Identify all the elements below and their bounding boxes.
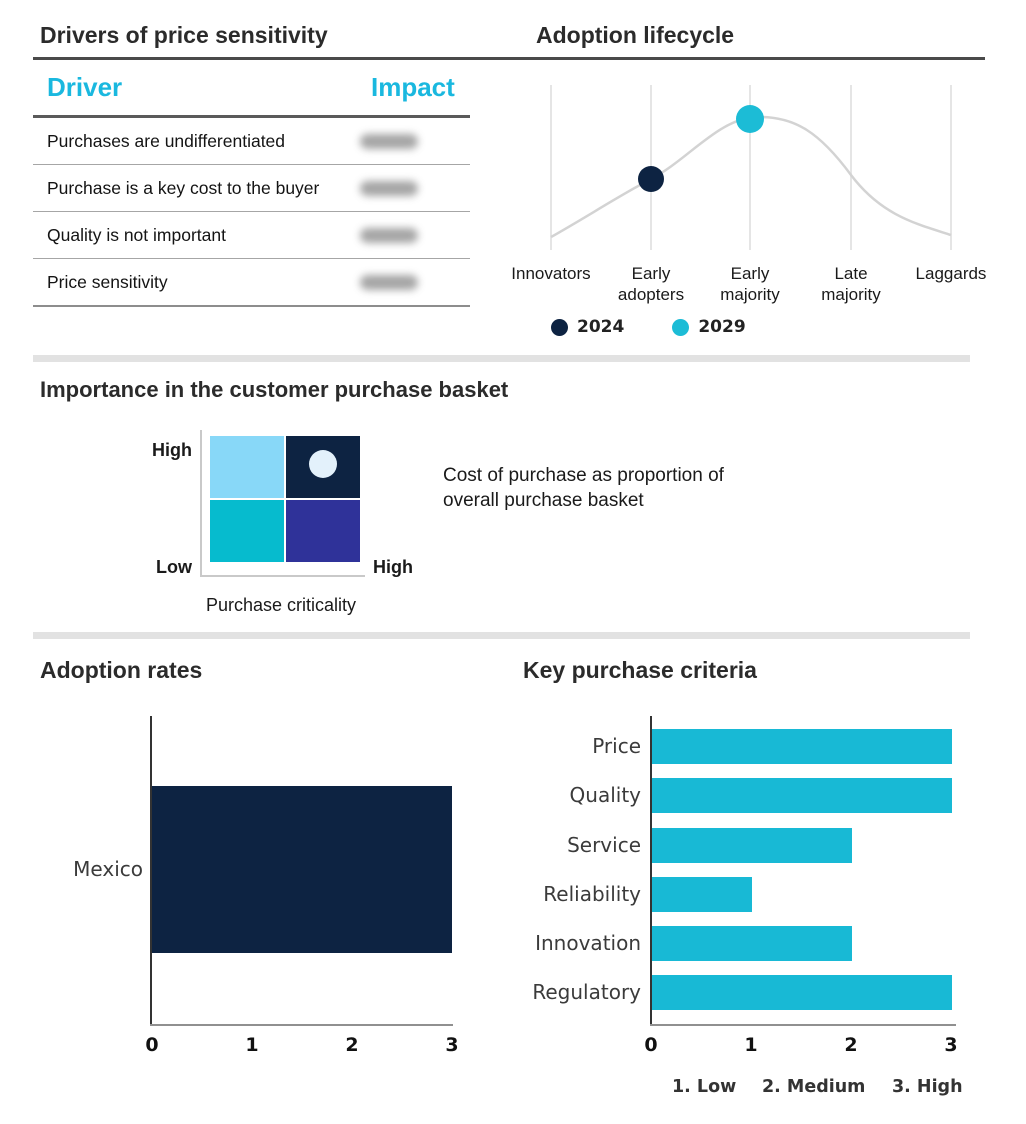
category-label-innovation: Innovation bbox=[535, 931, 641, 955]
section-divider bbox=[33, 632, 970, 639]
matrix-y-axis-line bbox=[200, 430, 202, 577]
legend-label: 2029 bbox=[698, 317, 746, 337]
gridline bbox=[550, 85, 552, 250]
category-label-service: Service bbox=[567, 833, 641, 857]
bar-service bbox=[652, 828, 852, 863]
quadrant-bottom-left bbox=[210, 500, 284, 562]
bar-quality bbox=[652, 778, 952, 813]
driver-cell: Purchase is a key cost to the buyer bbox=[47, 177, 320, 198]
adoption-lifecycle-title: Adoption lifecycle bbox=[536, 22, 735, 48]
y-axis-line bbox=[150, 716, 152, 1024]
drivers-table-title: Drivers of price sensitivity bbox=[40, 22, 328, 48]
bar-innovation bbox=[652, 926, 852, 961]
section-rule bbox=[33, 57, 985, 60]
x-tick-3: 3 bbox=[944, 1034, 958, 1056]
quadrant-bottom-right bbox=[286, 500, 360, 562]
gridline bbox=[749, 85, 751, 250]
table-row: Purchase is a key cost to the buyer bbox=[33, 165, 470, 212]
section-divider bbox=[33, 355, 970, 362]
adoption-curve bbox=[550, 115, 952, 239]
matrix-x-label-high: High bbox=[373, 557, 413, 577]
adoption-lifecycle-chart: Innovators Early adopters Early majority… bbox=[511, 85, 990, 340]
matrix-y-label-high: High bbox=[152, 440, 192, 460]
category-label-price: Price bbox=[592, 734, 641, 758]
quadrant-top-right bbox=[286, 436, 360, 498]
quadrant-top-left bbox=[210, 436, 284, 498]
matrix-section-title: Importance in the customer purchase bask… bbox=[40, 377, 509, 402]
bar-regulatory bbox=[652, 975, 952, 1010]
bar-mexico bbox=[152, 786, 452, 953]
x-category-early-adopters: Early adopters bbox=[617, 264, 685, 304]
x-category-laggards: Laggards bbox=[915, 264, 987, 283]
x-tick-1: 1 bbox=[744, 1034, 758, 1056]
matrix-annotation: Cost of purchase as proportion of overal… bbox=[443, 465, 724, 511]
column-header-impact: Impact bbox=[371, 72, 455, 102]
table-row: Price sensitivity bbox=[33, 259, 470, 307]
category-label-regulatory: Regulatory bbox=[532, 980, 641, 1004]
drivers-table: Driver Impact Purchases are undifferenti… bbox=[33, 60, 470, 307]
legend-dot-2024 bbox=[551, 318, 568, 336]
scale-note-low: 1. Low bbox=[672, 1077, 737, 1097]
legend-item-2024: 2024 bbox=[551, 317, 624, 337]
data-point-2024 bbox=[638, 166, 664, 192]
table-row: Purchases are undifferentiated bbox=[33, 118, 470, 165]
matrix-marker-dot bbox=[309, 450, 337, 478]
gridline bbox=[950, 85, 952, 250]
x-tick-0: 0 bbox=[145, 1034, 159, 1056]
category-label-mexico: Mexico bbox=[73, 857, 143, 881]
x-tick-1: 1 bbox=[245, 1034, 259, 1056]
x-axis-line bbox=[150, 1024, 453, 1026]
bar-price bbox=[652, 729, 952, 764]
legend-dot-2029 bbox=[672, 318, 690, 336]
x-category-late-majority: Late majority bbox=[821, 264, 881, 304]
matrix-y-label-low: Low bbox=[156, 557, 192, 577]
category-label-reliability: Reliability bbox=[543, 882, 641, 906]
x-tick-2: 2 bbox=[844, 1034, 858, 1056]
matrix-x-axis-title: Purchase criticality bbox=[205, 595, 357, 615]
key-purchase-criteria-title: Key purchase criteria bbox=[523, 657, 757, 683]
key-purchase-criteria-chart: Price Quality Service Reliability Innova… bbox=[500, 700, 1010, 1110]
x-tick-2: 2 bbox=[345, 1034, 359, 1056]
purchase-basket-matrix bbox=[210, 436, 360, 562]
adoption-rates-chart: Mexico 0 1 2 3 bbox=[33, 700, 498, 1080]
legend-label: 2024 bbox=[577, 317, 625, 337]
driver-cell: Quality is not important bbox=[47, 224, 226, 245]
scale-note-medium: 2. Medium bbox=[762, 1077, 866, 1097]
matrix-x-axis-line bbox=[200, 575, 365, 577]
bar-reliability bbox=[652, 877, 752, 912]
impact-cell-blurred bbox=[360, 181, 418, 196]
x-category-innovators: Innovators bbox=[511, 264, 591, 283]
table-row: Quality is not important bbox=[33, 212, 470, 259]
data-point-2029 bbox=[736, 105, 764, 133]
scale-note-high: 3. High bbox=[892, 1077, 963, 1097]
drivers-table-header: Driver Impact bbox=[33, 60, 470, 118]
impact-cell-blurred bbox=[360, 275, 418, 290]
legend: 2024 2029 bbox=[551, 317, 746, 337]
gridline bbox=[850, 85, 852, 250]
driver-cell: Purchases are undifferentiated bbox=[47, 130, 286, 151]
impact-cell-blurred bbox=[360, 134, 418, 149]
category-label-quality: Quality bbox=[569, 783, 641, 807]
legend-item-2029: 2029 bbox=[672, 317, 746, 337]
x-category-early-majority: Early majority bbox=[720, 264, 780, 304]
x-tick-0: 0 bbox=[644, 1034, 658, 1056]
x-axis-line bbox=[650, 1024, 956, 1026]
driver-cell: Price sensitivity bbox=[47, 271, 168, 292]
impact-cell-blurred bbox=[360, 228, 418, 243]
x-tick-3: 3 bbox=[445, 1034, 459, 1056]
column-header-driver: Driver bbox=[47, 72, 123, 102]
adoption-rates-title: Adoption rates bbox=[40, 657, 203, 683]
y-axis-line bbox=[650, 716, 652, 1024]
